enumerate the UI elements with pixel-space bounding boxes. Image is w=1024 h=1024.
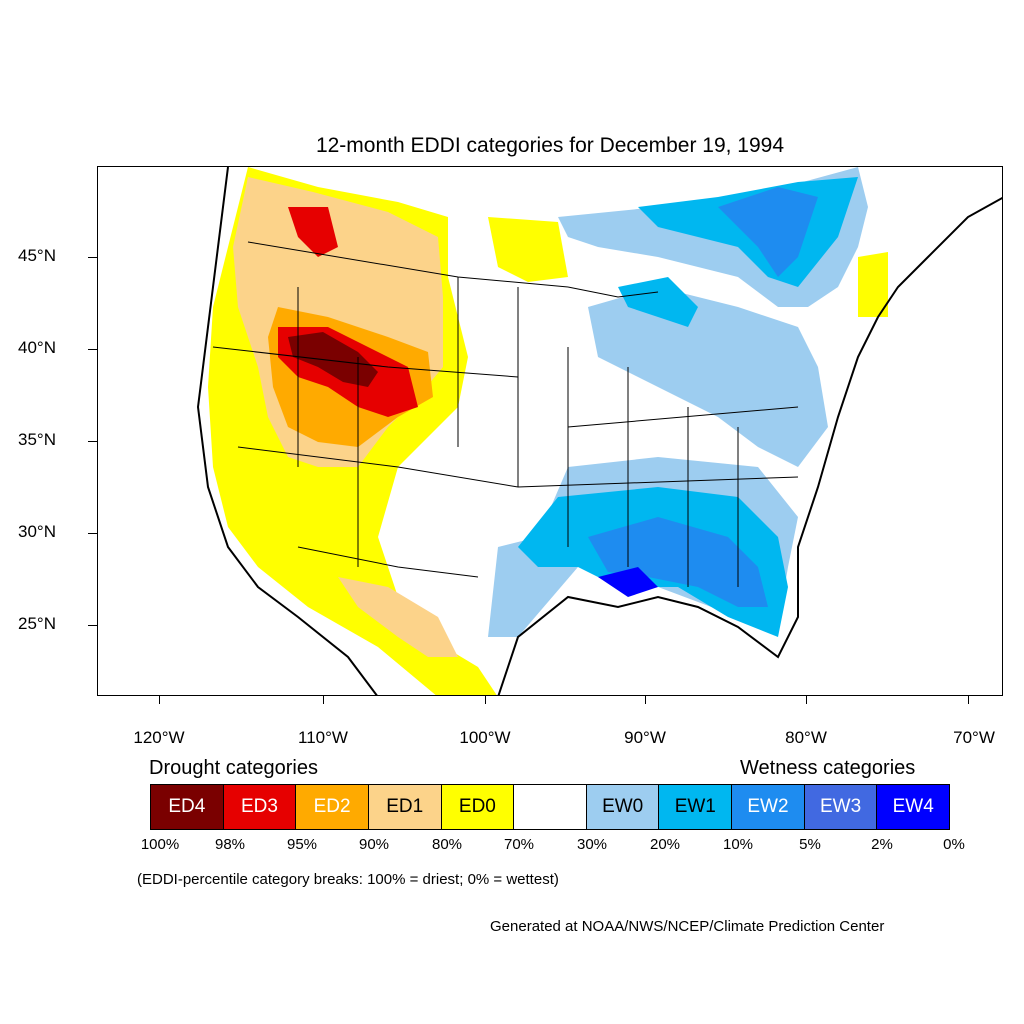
drought-ed3-north xyxy=(288,207,338,257)
map-title: 12-month EDDI categories for December 19… xyxy=(315,134,785,157)
legend-percentile: 10% xyxy=(722,836,754,853)
drought-ed0-north xyxy=(488,217,568,282)
legend-box-ew4: EW4 xyxy=(877,785,950,829)
legend-percentile: 0% xyxy=(943,836,965,853)
legend-box-ew1: EW1 xyxy=(659,785,733,829)
lon-tick xyxy=(159,696,160,704)
lat-tick xyxy=(88,257,97,258)
legend-box-ew3: EW3 xyxy=(804,785,878,829)
legend-percentile: 30% xyxy=(576,836,608,853)
wetness-ew1-east xyxy=(618,277,698,327)
wetness-heading: Wetness categories xyxy=(740,757,916,779)
lon-tick xyxy=(323,696,324,704)
lon-tick xyxy=(968,696,969,704)
wetness-ew0-east xyxy=(588,287,828,467)
eddi-map xyxy=(196,167,1002,695)
lon-label-110: 110°W xyxy=(298,728,348,747)
lat-tick xyxy=(88,625,97,626)
lat-tick xyxy=(88,441,97,442)
lon-tick xyxy=(645,696,646,704)
boundaries xyxy=(212,241,799,587)
legend-box-ed4: ED4 xyxy=(151,785,224,829)
legend-percentile: 100% xyxy=(140,836,180,853)
credit-line: Generated at NOAA/NWS/NCEP/Climate Predi… xyxy=(490,918,885,935)
drought-heading: Drought categories xyxy=(149,757,318,779)
wetness-ew2-north xyxy=(718,187,818,277)
legend-percentile: 70% xyxy=(503,836,535,853)
legend-percentile: 20% xyxy=(649,836,681,853)
drought-ed1-south xyxy=(338,577,458,657)
lon-label-120: 120°W xyxy=(133,728,185,747)
drought-ed0-northeast xyxy=(858,252,888,317)
legend-percentile: 90% xyxy=(358,836,390,853)
legend-box-normal xyxy=(514,785,587,829)
legend-box-ed1: ED1 xyxy=(368,785,442,829)
lat-label-45: 45°N xyxy=(18,246,56,265)
lat-label-30: 30°N xyxy=(18,522,56,541)
lon-label-100: 100°W xyxy=(459,728,511,747)
legend-box-ed2: ED2 xyxy=(296,785,369,829)
coastline xyxy=(196,167,1002,695)
lon-label-70: 70°W xyxy=(953,728,995,747)
legend-percentile: 80% xyxy=(431,836,463,853)
wetness-ew2-south xyxy=(588,517,768,607)
legend-percentile: 2% xyxy=(871,836,893,853)
lat-label-40: 40°N xyxy=(18,338,56,357)
lat-tick xyxy=(88,533,97,534)
map-area xyxy=(97,166,1003,696)
legend-percentile: 98% xyxy=(214,836,246,853)
legend-percentile: 95% xyxy=(286,836,318,853)
lat-label-35: 35°N xyxy=(18,430,56,449)
lon-label-90: 90°W xyxy=(624,728,666,747)
legend-box-ed3: ED3 xyxy=(223,785,297,829)
lat-tick xyxy=(88,349,97,350)
lon-tick xyxy=(806,696,807,704)
legend-percentile: 5% xyxy=(799,836,821,853)
legend-box-ew0: EW0 xyxy=(586,785,660,829)
legend-bar: ED4 ED3 ED2 ED1 ED0 EW0 EW1 EW2 EW3 EW4 xyxy=(150,784,950,830)
wetness-ew4-south xyxy=(598,567,658,597)
drought-ed4-core xyxy=(288,332,378,387)
legend-box-ew2: EW2 xyxy=(732,785,805,829)
legend-box-ed0: ED0 xyxy=(441,785,515,829)
lat-label-25: 25°N xyxy=(18,614,56,633)
lon-tick xyxy=(485,696,486,704)
category-note: (EDDI-percentile category breaks: 100% =… xyxy=(137,871,559,888)
lon-label-80: 80°W xyxy=(785,728,827,747)
